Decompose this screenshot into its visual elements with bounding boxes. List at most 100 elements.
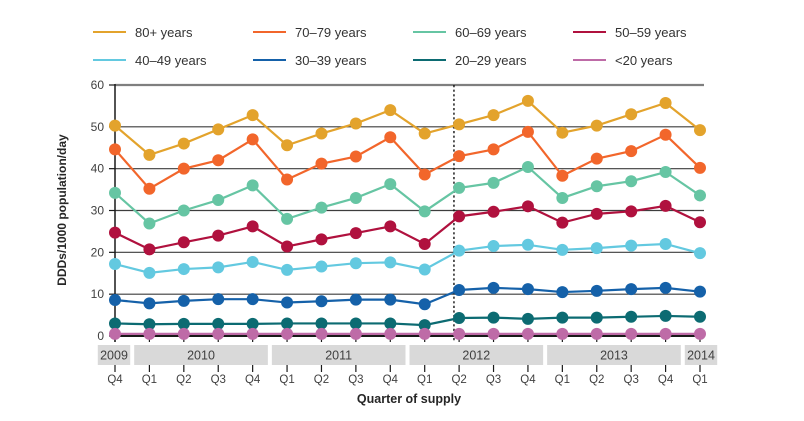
data-point [177, 137, 190, 150]
quarter-label: Q4 [658, 374, 674, 386]
data-point [281, 317, 294, 330]
quarter-label: Q1 [142, 374, 157, 386]
data-point [694, 161, 706, 174]
data-point [246, 179, 259, 192]
data-point [694, 247, 706, 260]
data-point [177, 294, 190, 307]
data-point [521, 312, 534, 325]
data-point [487, 281, 500, 294]
y-tick-label: 10 [91, 287, 105, 301]
data-point [384, 293, 397, 306]
data-point [212, 123, 225, 136]
data-point [177, 263, 190, 276]
data-point [694, 285, 706, 298]
quarter-label: Q1 [417, 374, 432, 386]
data-point [109, 119, 121, 132]
quarter-label: Q1 [279, 374, 294, 386]
y-tick-label: 20 [91, 245, 105, 259]
data-point [349, 227, 362, 240]
data-point [177, 236, 190, 249]
data-point [659, 199, 672, 212]
data-point [659, 96, 672, 109]
data-point [487, 205, 500, 218]
data-point [418, 319, 431, 332]
data-point [315, 127, 328, 140]
data-point [349, 293, 362, 306]
y-tick-label: 30 [91, 204, 105, 218]
year-band [134, 345, 268, 365]
data-point [281, 263, 294, 276]
data-point [212, 327, 225, 340]
y-tick-label: 40 [91, 162, 105, 176]
legend-swatch [413, 31, 446, 33]
data-point [143, 318, 156, 331]
data-point [521, 200, 534, 213]
data-point [418, 263, 431, 276]
data-point [281, 173, 294, 186]
data-point [521, 160, 534, 173]
legend-item-20-29-years: 20–29 years [413, 53, 573, 68]
data-point [418, 237, 431, 250]
quarter-label: Q3 [348, 374, 363, 386]
data-point [453, 283, 466, 296]
quarter-label: Q2 [176, 374, 191, 386]
data-point [315, 295, 328, 308]
data-point [487, 143, 500, 156]
data-point [349, 117, 362, 130]
data-point [281, 327, 294, 340]
data-point [487, 109, 500, 122]
data-point [143, 217, 156, 230]
series-line-40-49-years [114, 242, 701, 274]
data-point [109, 294, 121, 307]
quarter-label: Q1 [692, 374, 707, 386]
data-point [143, 297, 156, 310]
data-point [349, 317, 362, 330]
data-point [521, 327, 534, 340]
data-point [349, 327, 362, 340]
data-point [315, 201, 328, 214]
data-point [659, 237, 672, 250]
legend-label: 70–79 years [295, 24, 367, 40]
legend: 80+ years 70–79 years 60–69 years 50–59 yea… [93, 18, 753, 74]
data-point [659, 166, 672, 179]
data-point [246, 293, 259, 306]
data-point [143, 182, 156, 195]
data-point [212, 194, 225, 207]
data-point [625, 327, 638, 340]
year-band-label: 2011 [325, 349, 352, 363]
data-point [315, 327, 328, 340]
data-point [590, 284, 603, 297]
data-point [487, 311, 500, 324]
quarter-label: Q2 [314, 374, 329, 386]
y-tick-label: 50 [91, 120, 105, 134]
data-point [177, 204, 190, 217]
data-point [590, 119, 603, 132]
data-point [625, 283, 638, 296]
data-point [453, 244, 466, 257]
data-point [177, 317, 190, 330]
data-point [521, 94, 534, 107]
legend-item-30-39-years: 30–39 years [253, 53, 413, 68]
quarter-label: Q4 [520, 374, 536, 386]
legend-label: 30–39 years [295, 52, 367, 68]
data-point [521, 125, 534, 138]
legend-swatch [253, 59, 286, 61]
legend-label: <20 years [615, 52, 673, 68]
data-point [556, 311, 569, 324]
data-point [453, 210, 466, 223]
year-band-label: 2014 [687, 349, 715, 363]
series-line-30-39-years [114, 286, 701, 306]
data-point [315, 317, 328, 330]
data-point [246, 109, 259, 122]
data-point [453, 327, 466, 340]
series-line-60-69-years [114, 165, 701, 225]
y-tick-label: 60 [91, 78, 105, 92]
data-point [109, 186, 121, 199]
legend-label: 60–69 years [455, 24, 527, 40]
data-point [109, 317, 121, 330]
legend-swatch [93, 31, 126, 33]
data-point [281, 240, 294, 253]
data-point [659, 281, 672, 294]
year-band [684, 345, 718, 365]
data-point [590, 242, 603, 255]
